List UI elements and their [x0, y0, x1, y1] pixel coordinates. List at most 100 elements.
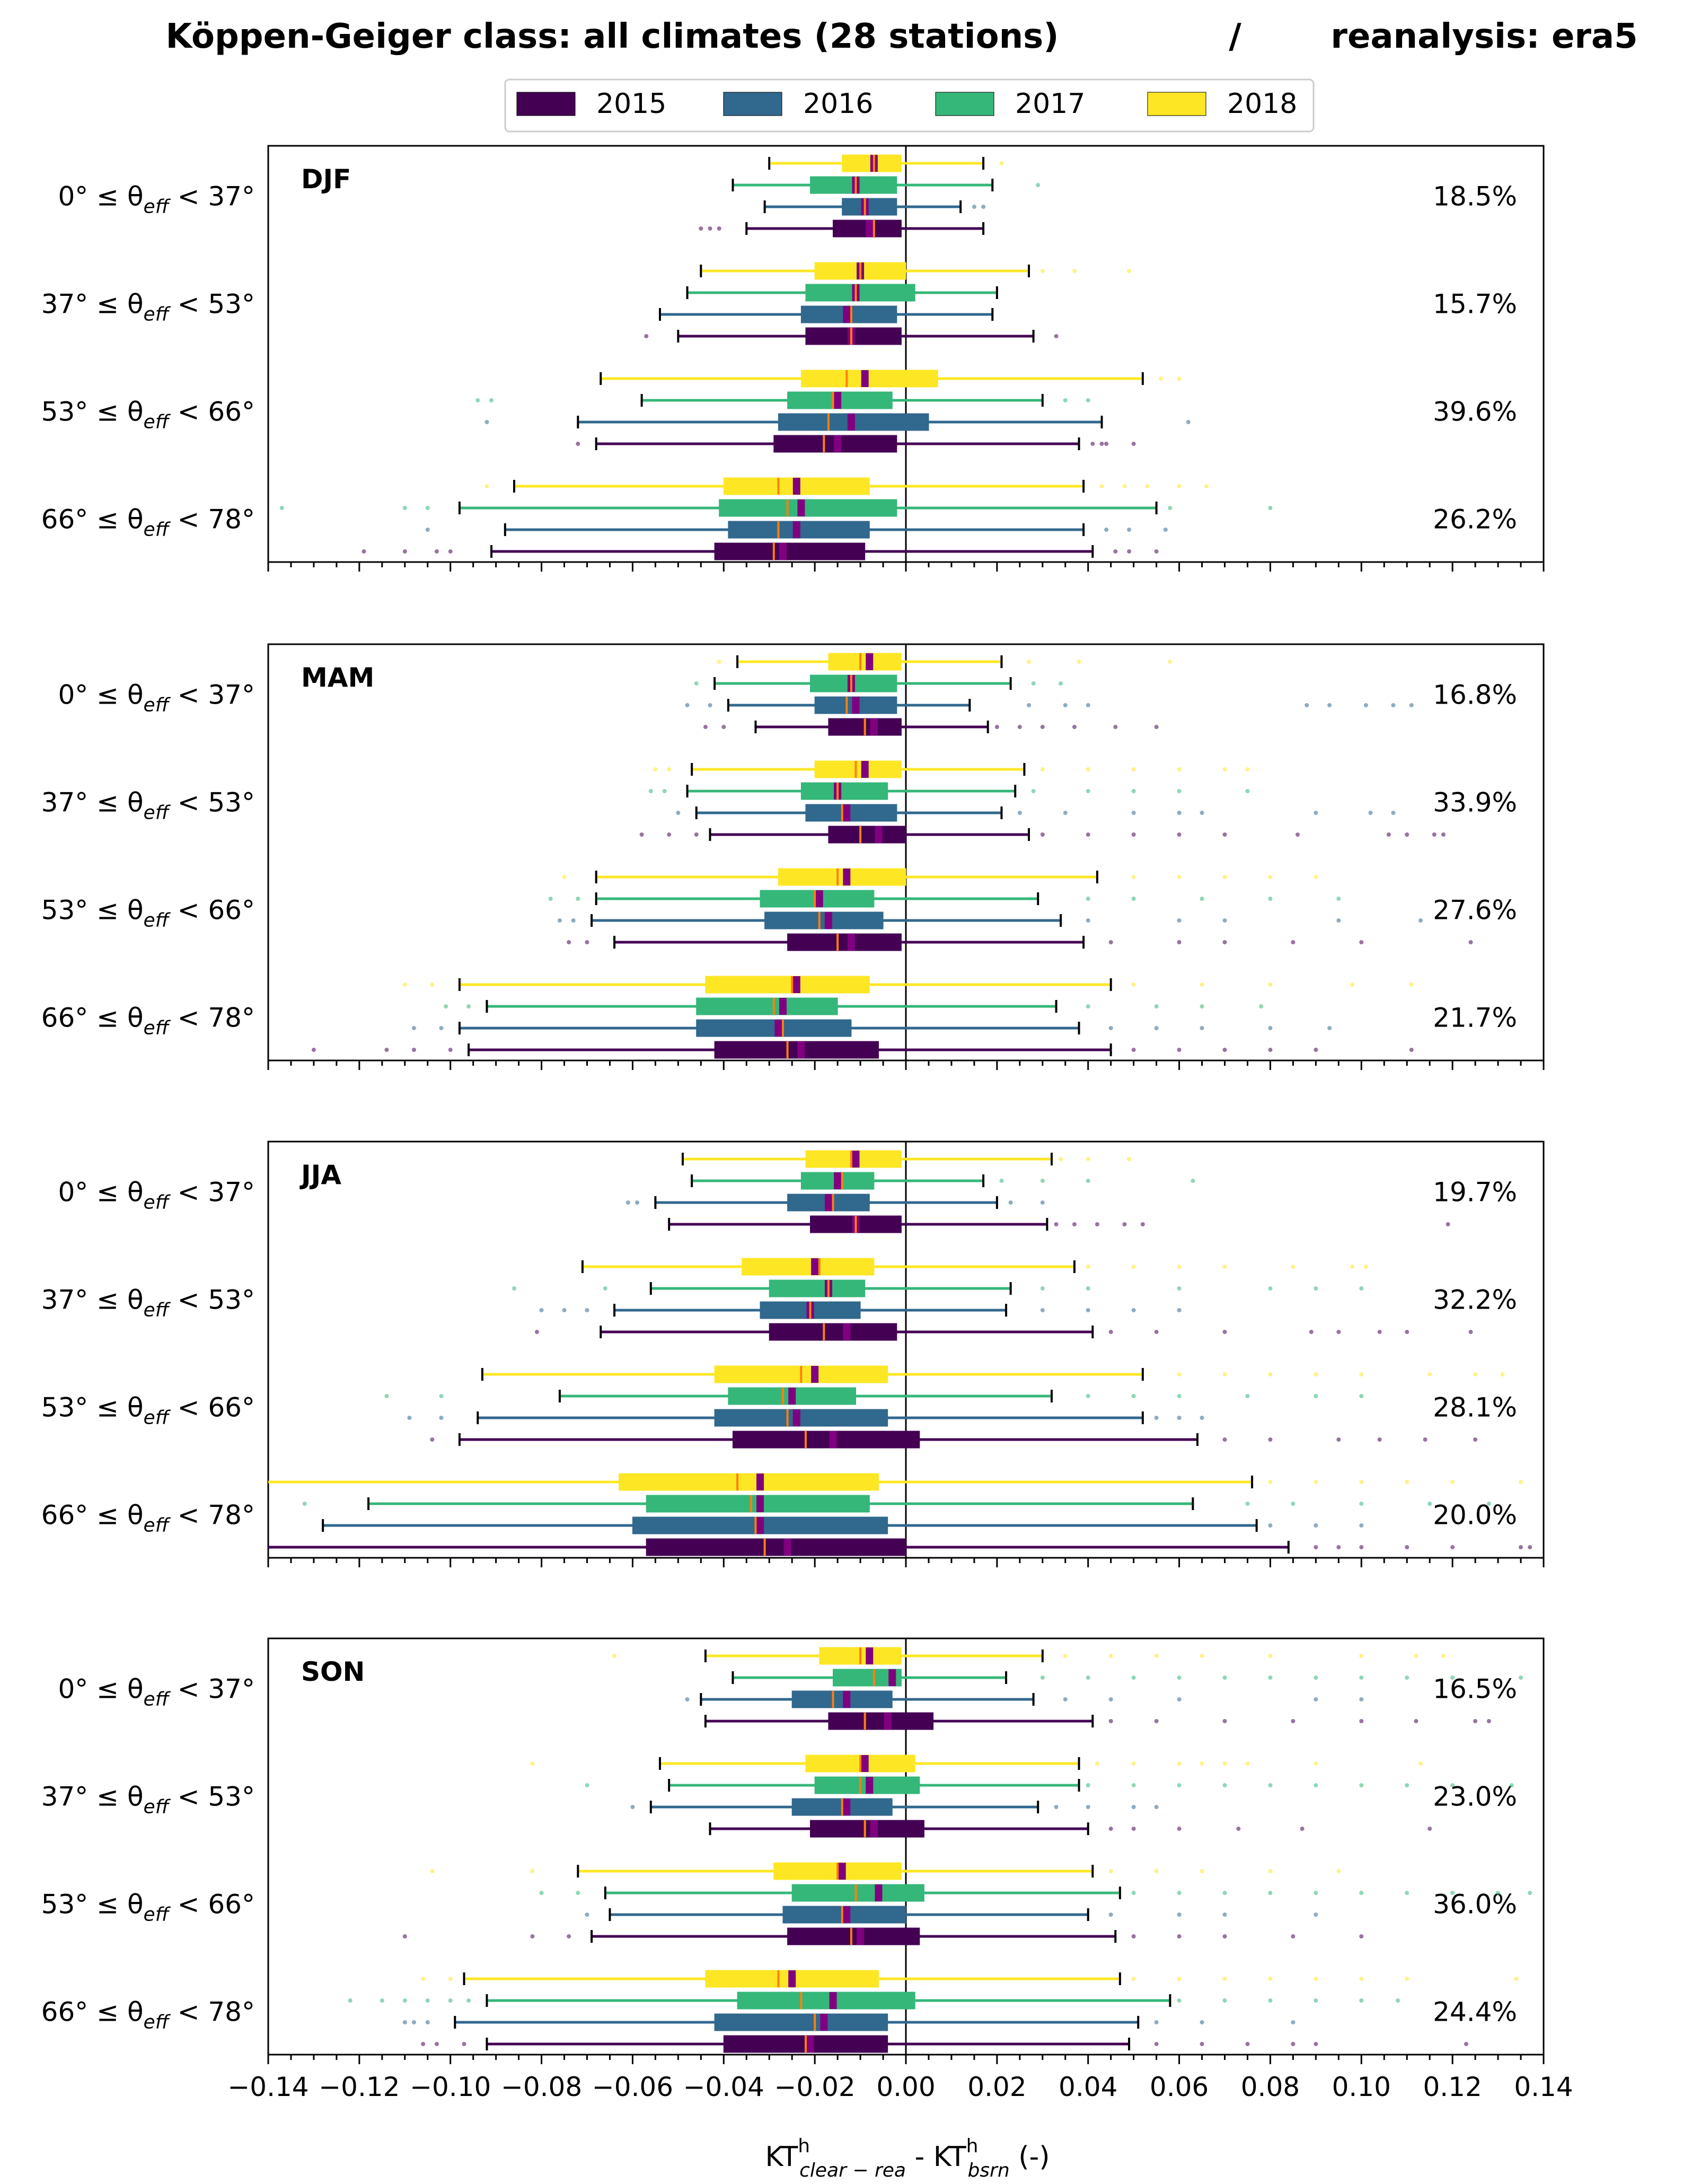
box-jja-g0-2017	[691, 1172, 1195, 1190]
flier	[1086, 789, 1090, 793]
flier	[1086, 1004, 1090, 1008]
group-label: 0° ≤ θeff < 37°	[58, 1674, 255, 1711]
flier	[1222, 1783, 1227, 1787]
flier	[1086, 1308, 1090, 1312]
flier	[1072, 1222, 1077, 1226]
flier	[1095, 1222, 1099, 1226]
flier	[1350, 1265, 1355, 1269]
flier	[1314, 1998, 1318, 2003]
flier	[1127, 528, 1132, 532]
mean-marker	[843, 306, 851, 323]
group-label-post: < 37°	[169, 1177, 255, 1208]
mean-marker	[829, 1431, 837, 1448]
box-jja-g1-2017	[512, 1279, 1364, 1297]
group-label: 66° ≤ θeff < 78°	[41, 1997, 255, 2033]
flier	[1528, 1545, 1532, 1549]
flier	[1040, 1286, 1045, 1291]
group-label-post: < 53°	[169, 1285, 255, 1315]
flier	[1245, 1394, 1250, 1398]
group-label-post: < 78°	[169, 504, 255, 535]
x-tick-label: 0.10	[1332, 2072, 1391, 2102]
mean-marker	[779, 543, 787, 560]
flier	[1509, 1783, 1514, 1787]
iqr-box	[742, 1258, 875, 1276]
group-label-post: < 37°	[169, 680, 255, 711]
flier	[1377, 1437, 1382, 1442]
mean-marker	[861, 761, 869, 778]
flier	[1409, 703, 1414, 707]
legend-swatch-2016	[723, 92, 782, 116]
iqr-box	[764, 911, 884, 929]
flier	[717, 660, 721, 664]
flier	[1314, 1697, 1318, 1701]
chart-title-separator: /	[1229, 17, 1241, 56]
group-label: 53° ≤ θeff < 66°	[41, 1392, 255, 1429]
flier	[1359, 1998, 1364, 2003]
flier	[1200, 1004, 1204, 1008]
group-label-sub: eff	[144, 1300, 171, 1321]
flier	[685, 703, 690, 707]
flier	[1291, 2020, 1296, 2024]
group-label-pre: 0° ≤ θ	[58, 181, 143, 212]
flier	[1095, 1761, 1099, 1766]
flier	[1405, 1783, 1409, 1787]
flier	[1405, 1891, 1409, 1895]
flier	[1177, 1265, 1182, 1269]
legend-swatch-2018	[1147, 92, 1206, 116]
flier	[1314, 1048, 1318, 1052]
flier	[1108, 1869, 1113, 1873]
flier	[1391, 703, 1396, 707]
mean-marker	[829, 1992, 837, 2009]
box-jja-g0-2015	[668, 1215, 1450, 1233]
flier	[1031, 789, 1036, 793]
flier	[1245, 2042, 1250, 2046]
percentage-label: 16.8%	[1433, 680, 1517, 711]
flier	[1363, 1265, 1368, 1269]
flier	[1359, 1480, 1364, 1484]
flier	[708, 226, 712, 231]
box-son-g0-2018	[612, 1647, 1446, 1665]
flier	[512, 1286, 517, 1291]
flier	[1008, 1200, 1013, 1205]
mean-marker	[783, 1539, 791, 1556]
percentage-label: 23.0%	[1433, 1782, 1517, 1812]
flier	[1359, 1523, 1364, 1528]
box-djf-g1-2017	[686, 284, 998, 302]
x-axis-label-sup2: h	[966, 2135, 979, 2157]
group-label-sub: eff	[144, 910, 171, 932]
group-label-post: < 78°	[169, 1500, 255, 1531]
flier	[1177, 832, 1182, 837]
x-tick-label: −0.04	[683, 2072, 764, 2102]
flier	[576, 442, 580, 446]
box-jja-g0-2016	[625, 1194, 1045, 1212]
group-label-sub: eff	[144, 1407, 171, 1429]
box-jja-g2-2017	[384, 1387, 1364, 1405]
mean-marker	[843, 1906, 851, 1923]
flier	[430, 1869, 435, 1873]
box-mam-g2-2016	[557, 911, 1423, 929]
group-label-sub: eff	[144, 1018, 171, 1039]
flier	[1177, 1676, 1182, 1680]
mean-marker	[870, 1820, 878, 1837]
flier	[448, 1977, 453, 1981]
x-axis-label-sup1: h	[798, 2135, 810, 2157]
flier	[1200, 2042, 1204, 2046]
flier	[1131, 983, 1136, 987]
flier	[1191, 1179, 1195, 1183]
box-mam-g3-2016	[411, 1019, 1332, 1037]
flier	[1222, 1330, 1227, 1334]
flier	[1086, 398, 1090, 402]
flier	[1222, 1048, 1227, 1052]
group-label-sub: eff	[144, 695, 171, 716]
mean-marker	[866, 1647, 874, 1664]
box-jja-g3-2018	[268, 1473, 1523, 1491]
flier	[1423, 1437, 1428, 1442]
flier	[1108, 1827, 1113, 1831]
flier	[1131, 1048, 1136, 1052]
flier	[1177, 1416, 1182, 1420]
flier	[1268, 1783, 1273, 1787]
flier	[402, 1998, 407, 2003]
flier	[1108, 1719, 1113, 1723]
